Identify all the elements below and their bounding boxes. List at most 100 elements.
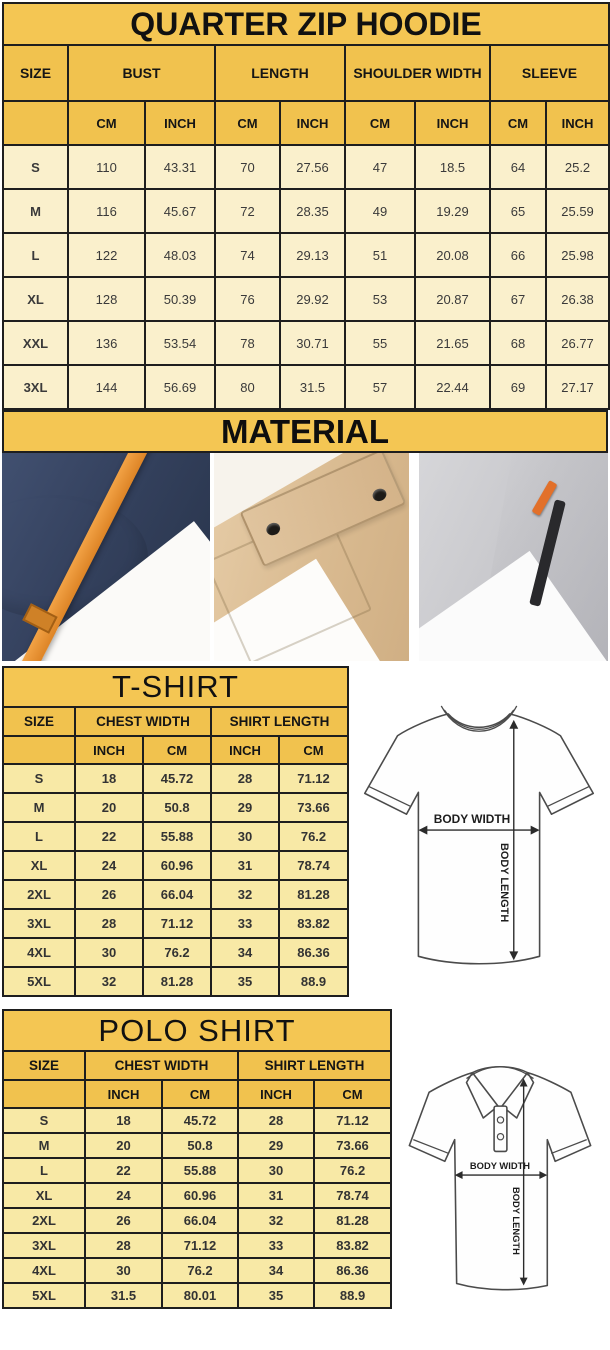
value-cell: 32 [74,966,144,997]
material-photo-navy-drawstring [2,453,210,661]
value-cell: 35 [210,966,280,997]
table-row: SIZE BUST LENGTH SHOULDER WIDTH SLEEVE [2,44,610,102]
value-cell: 20 [74,792,144,823]
value-cell: 28 [84,1232,163,1259]
table-row: INCH CM INCH CM [2,1079,393,1109]
value-cell: 81.28 [277,879,350,910]
table-row: 5XL 32 81.28 35 88.9 [2,966,350,997]
value-cell: 30.71 [279,320,346,366]
table-row: L 22 55.88 30 76.2 [2,1157,393,1184]
value-cell: 73.66 [277,792,350,823]
value-cell: 50.8 [161,1132,239,1159]
value-cell: 74 [214,232,281,278]
size-cell: 4XL [2,937,76,968]
value-cell: 50.8 [142,792,212,823]
value-cell: 33 [210,908,280,939]
value-cell: 128 [67,276,146,322]
value-cell: 67 [489,276,547,322]
size-chart-page: QUARTER ZIP HOODIE SIZE BUST LENGTH SHOU… [1,2,610,1317]
value-cell: 73.66 [312,1132,393,1159]
value-cell: 28 [74,908,144,939]
hoodie-size-chart: QUARTER ZIP HOODIE SIZE BUST LENGTH SHOU… [1,2,610,410]
value-cell: 66.04 [142,879,212,910]
table-row: M 20 50.8 29 73.66 [2,792,350,823]
value-cell: 80 [214,364,281,410]
value-cell: 26.77 [544,320,610,366]
unit-header-inch: INCH [84,1079,163,1109]
value-cell: 78.74 [312,1182,393,1209]
material-photo-khaki-pocket [214,453,409,661]
tshirt-size-chart: T-SHIRT SIZE CHEST WIDTH SHIRT LENGTH IN… [1,666,350,997]
value-cell: 29 [210,792,280,823]
unit-header-inch: INCH [414,100,491,146]
value-cell: 76.2 [142,937,212,968]
value-cell: 71.12 [161,1232,239,1259]
value-cell: 24 [74,850,144,881]
table-row: XXL 136 53.54 78 30.71 55 21.65 68 26.77 [2,320,610,366]
value-cell: 48.03 [144,232,216,278]
value-cell: 76.2 [277,821,350,852]
table-row: M 20 50.8 29 73.66 [2,1132,393,1159]
value-cell: 21.65 [414,320,491,366]
col-header-chest-width: CHEST WIDTH [84,1050,239,1081]
unit-header-inch: INCH [544,100,610,146]
size-cell: 3XL [2,908,76,939]
value-cell: 22 [74,821,144,852]
unit-header-cm: CM [161,1079,239,1109]
value-cell: 31.5 [279,364,346,410]
value-cell: 27.17 [544,364,610,410]
col-header-bust: BUST [67,44,216,102]
value-cell: 81.28 [142,966,212,997]
polo-measurement-diagram: BODY WIDTH BODY LENGTH [392,1009,608,1317]
value-cell: 71.12 [312,1107,393,1134]
value-cell: 30 [74,937,144,968]
value-cell: 53.54 [144,320,216,366]
table-row: M 116 45.67 72 28.35 49 19.29 65 25.59 [2,188,610,234]
value-cell: 30 [237,1157,315,1184]
value-cell: 20.08 [414,232,491,278]
table-row: 2XL 26 66.04 32 81.28 [2,879,350,910]
table-row: 3XL 28 71.12 33 83.82 [2,1232,393,1259]
hoodie-chart-title: QUARTER ZIP HOODIE [1,2,610,46]
empty-cell [2,1079,86,1109]
size-cell: 3XL [2,364,69,410]
table-row: L 22 55.88 30 76.2 [2,821,350,852]
value-cell: 18 [84,1107,163,1134]
table-row: 5XL 31.5 80.01 35 88.9 [2,1282,393,1309]
body-length-label: BODY LENGTH [497,843,509,922]
value-cell: 55.88 [142,821,212,852]
value-cell: 45.67 [144,188,216,234]
unit-header-inch: INCH [74,735,144,765]
value-cell: 83.82 [312,1232,393,1259]
value-cell: 43.31 [144,144,216,190]
value-cell: 25.2 [544,144,610,190]
value-cell: 22.44 [414,364,491,410]
value-cell: 34 [237,1257,315,1284]
value-cell: 31 [210,850,280,881]
value-cell: 55.88 [161,1157,239,1184]
value-cell: 33 [237,1232,315,1259]
polo-chart-title: POLO SHIRT [1,1009,393,1052]
table-row: QUARTER ZIP HOODIE [1,2,610,46]
col-header-shoulder-width: SHOULDER WIDTH [344,44,491,102]
value-cell: 71.12 [277,763,350,794]
value-cell: 86.36 [312,1257,393,1284]
value-cell: 45.72 [161,1107,239,1134]
unit-header-cm: CM [67,100,146,146]
value-cell: 30 [210,821,280,852]
size-cell: L [2,232,69,278]
value-cell: 86.36 [277,937,350,968]
value-cell: 144 [67,364,146,410]
polo-section: POLO SHIRT SIZE CHEST WIDTH SHIRT LENGTH… [1,1009,608,1317]
size-cell: S [2,144,69,190]
empty-cell [2,735,76,765]
value-cell: 56.69 [144,364,216,410]
snap-button [264,520,283,538]
value-cell: 26.38 [544,276,610,322]
table-row: S 18 45.72 28 71.12 [2,1107,393,1134]
value-cell: 20.87 [414,276,491,322]
material-photos [2,453,608,661]
value-cell: 55 [344,320,416,366]
value-cell: 81.28 [312,1207,393,1234]
value-cell: 136 [67,320,146,366]
